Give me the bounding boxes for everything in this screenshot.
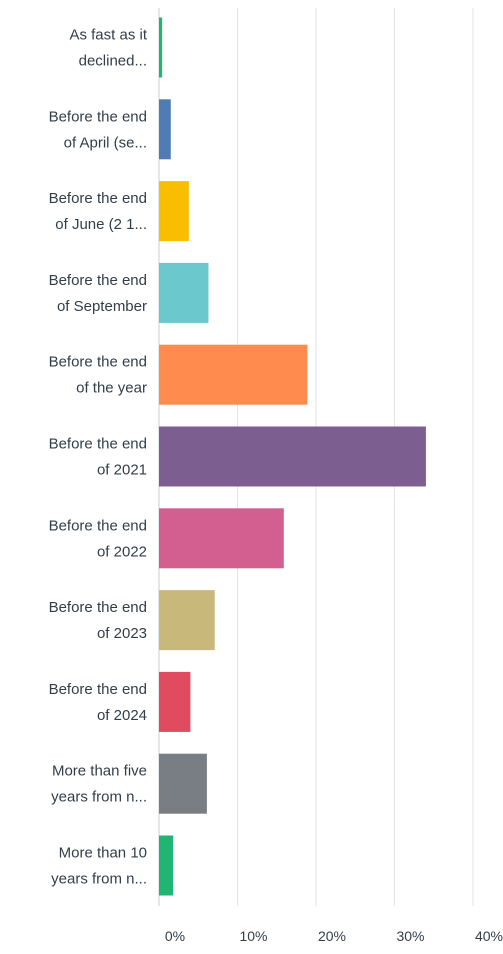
bar <box>159 426 426 487</box>
category-label: Before the end of 2024 <box>49 681 147 724</box>
category-label: Before the end of April (se... <box>49 108 147 151</box>
bar <box>159 99 171 160</box>
bar <box>159 671 191 732</box>
category-label: More than five years from n... <box>51 763 147 806</box>
bar <box>159 753 207 814</box>
category-label: Before the end of the year <box>49 354 147 397</box>
x-tick-label: 30% <box>396 928 424 944</box>
bar <box>159 508 284 569</box>
category-labels: As fast as it declined... Before the end of… <box>49 27 148 888</box>
x-axis-ticks: 0% 10% 20% 30% 40% <box>165 928 503 944</box>
x-tick-label: 20% <box>318 928 346 944</box>
category-label: Before the end of 2021 <box>49 436 147 479</box>
bar <box>159 344 308 405</box>
x-tick-label: 0% <box>165 928 185 944</box>
x-tick-label: 10% <box>239 928 267 944</box>
category-label: Before the end of September <box>49 272 147 315</box>
bar <box>159 590 215 651</box>
category-label: Before the end of June (2 1... <box>49 190 147 233</box>
bar <box>159 17 163 78</box>
x-tick-label: 40% <box>475 928 503 944</box>
category-label: Before the end of 2023 <box>49 599 147 642</box>
bar <box>159 262 209 323</box>
bars <box>159 17 426 896</box>
category-label: As fast as it declined... <box>69 27 147 70</box>
bar <box>159 181 189 242</box>
category-label: Before the end of 2022 <box>49 517 147 560</box>
category-label: More than 10 years from n... <box>51 845 147 888</box>
bar <box>159 835 174 896</box>
